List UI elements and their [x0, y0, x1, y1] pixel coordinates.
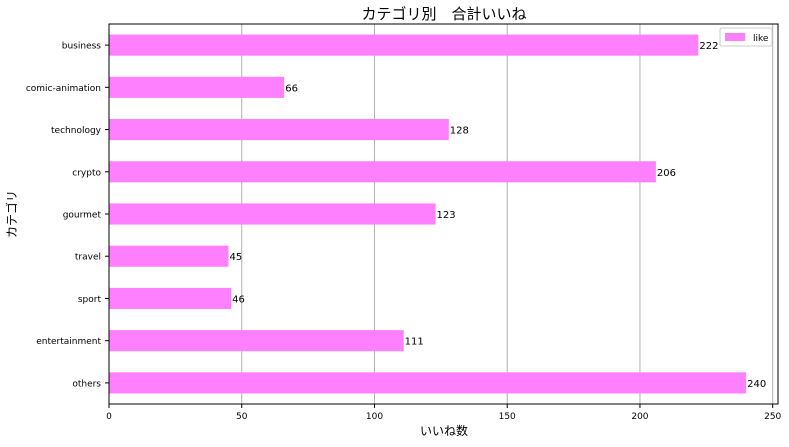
x-tick-label: 50 [236, 412, 248, 422]
x-tick-label: 0 [106, 412, 112, 422]
x-tick-label: 250 [764, 412, 781, 422]
data-label: 66 [285, 83, 298, 94]
y-tick-label: others [72, 379, 101, 389]
data-label: 240 [747, 379, 766, 390]
bar [109, 119, 449, 141]
y-tick-label: entertainment [36, 337, 101, 347]
x-tick-label: 100 [366, 412, 383, 422]
y-axis-ticks: business comic-animation technology crypto g… [26, 42, 109, 389]
legend-label: like [753, 34, 769, 44]
y-axis-label: カテゴリ [4, 190, 19, 238]
bar [109, 372, 747, 394]
bar [109, 287, 232, 309]
y-tick-label: gourmet [63, 211, 102, 221]
data-labels: 222 66 128 206 123 45 46 111 240 [229, 41, 766, 390]
bar [109, 34, 699, 56]
legend: like [719, 27, 773, 47]
x-axis-ticks: 0 50 100 150 200 250 [106, 404, 782, 422]
y-tick-label: business [62, 42, 102, 52]
chart-title: カテゴリ別 合計いいね [361, 5, 526, 23]
data-label: 46 [232, 294, 245, 305]
x-axis-label: いいね数 [420, 423, 468, 438]
legend-box [719, 27, 773, 47]
data-label: 45 [229, 252, 242, 263]
y-tick-label: crypto [72, 168, 101, 178]
x-tick-label: 150 [499, 412, 516, 422]
data-label: 222 [699, 41, 718, 52]
y-tick-label: travel [75, 253, 101, 263]
y-tick-label: sport [78, 295, 102, 305]
bar [109, 245, 229, 267]
data-label: 111 [405, 337, 424, 348]
data-label: 128 [450, 126, 469, 137]
bar [109, 76, 285, 98]
bars [109, 34, 747, 394]
bar [109, 330, 404, 352]
x-tick-label: 200 [631, 412, 648, 422]
data-label: 206 [657, 168, 676, 179]
data-label: 123 [437, 210, 456, 221]
bar [109, 203, 436, 225]
bar [109, 161, 656, 183]
y-tick-label: comic-animation [26, 84, 101, 94]
legend-swatch [725, 33, 745, 41]
y-tick-label: technology [51, 126, 102, 136]
